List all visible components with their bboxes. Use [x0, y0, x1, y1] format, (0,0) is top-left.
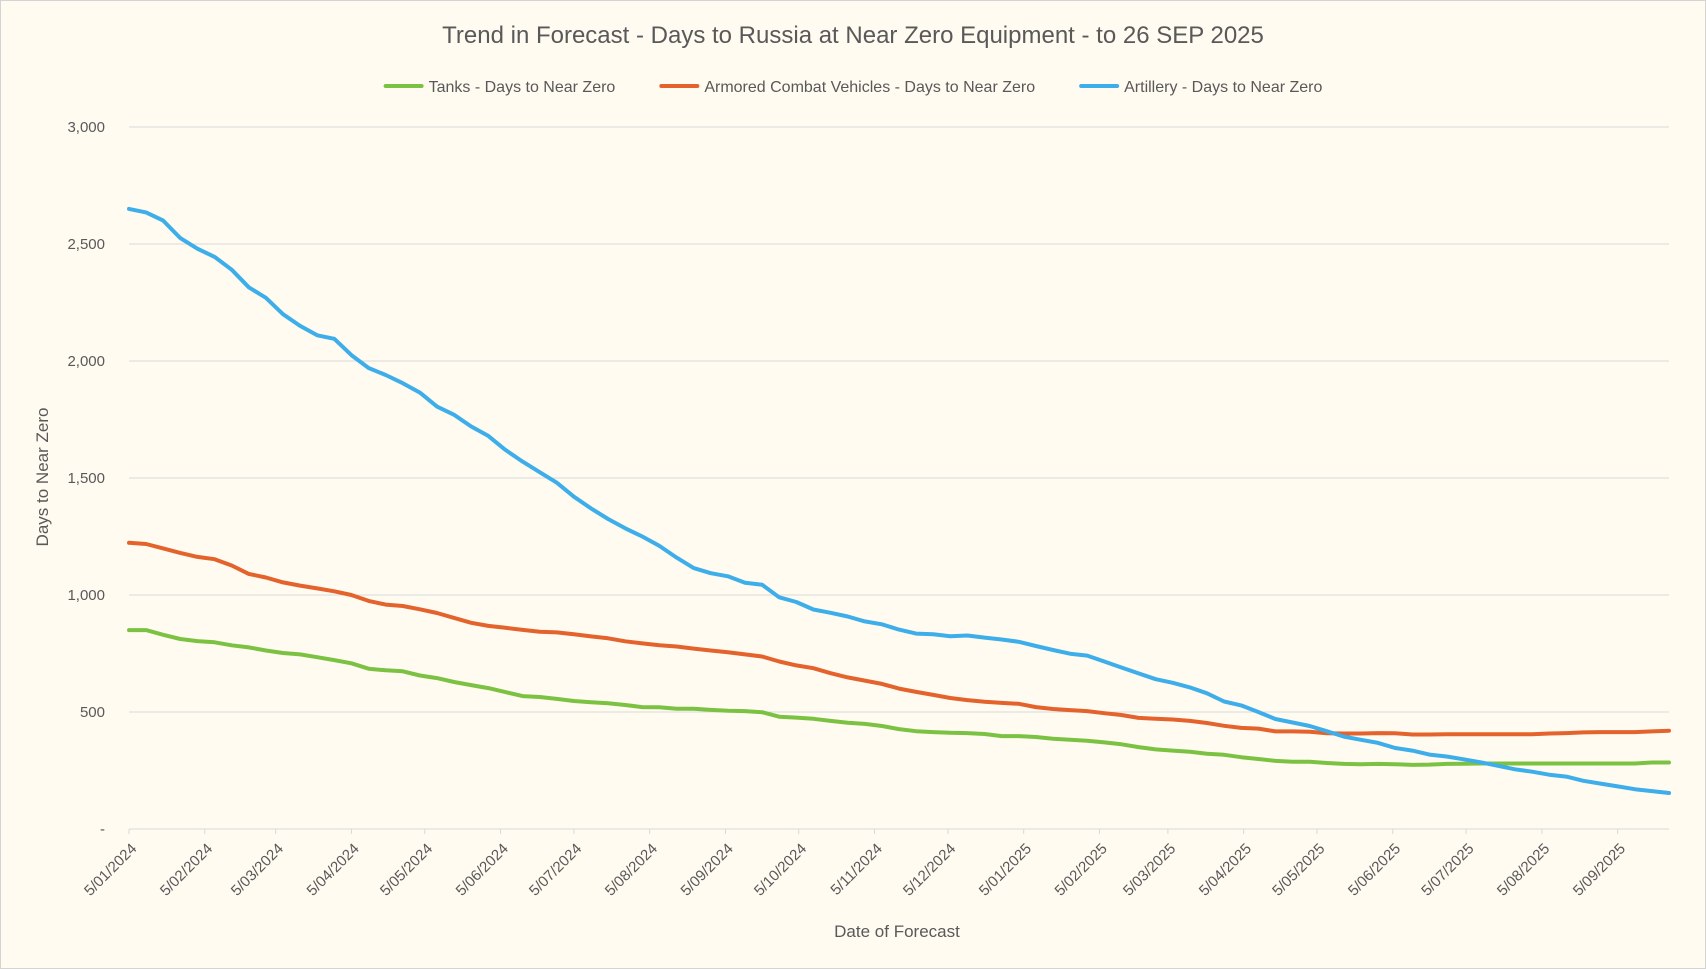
y-axis-label: Days to Near Zero: [33, 408, 52, 547]
y-tick-label: 3,000: [67, 119, 105, 136]
legend-item-armored-combat-vehicles-days-to-near-zero: Armored Combat Vehicles - Days to Near Z…: [659, 79, 1035, 96]
y-axis-ticks: - 500 1,000 1,500 2,000 2,500 3,000: [67, 119, 105, 838]
x-tick-label: 5/09/2025: [1570, 840, 1629, 899]
x-tick-label: 5/06/2025: [1345, 840, 1404, 899]
x-tick-label: 5/05/2024: [377, 840, 436, 899]
x-tick-label: 5/03/2025: [1120, 840, 1179, 899]
x-tick-label: 5/02/2025: [1052, 840, 1111, 899]
x-tick-label: 5/09/2024: [678, 840, 737, 899]
chart-title: Trend in Forecast - Days to Russia at Ne…: [442, 22, 1264, 49]
legend-label: Artillery - Days to Near Zero: [1124, 79, 1322, 96]
y-tick-label: 2,000: [67, 353, 105, 370]
x-tick-label: 5/02/2024: [157, 840, 216, 899]
x-tick-label: 5/01/2024: [81, 840, 140, 899]
x-tick-label: 5/06/2024: [453, 840, 512, 899]
y-tick-label: 500: [80, 704, 105, 721]
x-tick-label: 5/07/2025: [1418, 840, 1477, 899]
legend-item-tanks-days-to-near-zero: Tanks - Days to Near Zero: [383, 79, 616, 96]
series-line-artillery-days-to-near-zero: [127, 206, 1671, 795]
y-tick-label: 2,500: [67, 236, 105, 253]
gridlines: [129, 126, 1669, 830]
x-axis-label: Date of Forecast: [834, 922, 960, 941]
x-tick-label: 5/05/2025: [1269, 840, 1328, 899]
series-line-tanks-days-to-near-zero: [127, 628, 1671, 767]
x-tick-label: 5/03/2024: [228, 840, 287, 899]
x-axis-ticks: 5/01/2024 5/02/2024 5/03/2024 5/04/2024 5/05…: [81, 829, 1629, 900]
x-tick-label: 5/07/2024: [526, 840, 585, 899]
x-tick-label: 5/08/2025: [1494, 840, 1553, 899]
legend-item-artillery-days-to-near-zero: Artillery - Days to Near Zero: [1079, 79, 1323, 96]
legend-label: Tanks - Days to Near Zero: [429, 79, 616, 96]
y-tick-label: -: [100, 821, 105, 838]
x-tick-label: 5/04/2024: [304, 840, 363, 899]
x-tick-label: 5/10/2024: [751, 840, 810, 899]
x-tick-label: 5/08/2024: [602, 840, 661, 899]
legend-label: Armored Combat Vehicles - Days to Near Z…: [704, 79, 1035, 96]
x-tick-label: 5/04/2025: [1196, 840, 1255, 899]
y-tick-label: 1,000: [67, 587, 105, 604]
x-tick-label: 5/01/2025: [976, 840, 1035, 899]
x-tick-label: 5/11/2024: [827, 840, 885, 898]
y-tick-label: 1,500: [67, 470, 105, 487]
legend: Tanks - Days to Near Zero Armored Combat …: [383, 79, 1323, 96]
x-tick-label: 5/12/2024: [900, 840, 959, 899]
series-lines: [127, 206, 1671, 795]
series-line-armored-combat-vehicles-days-to-near-zero: [127, 540, 1671, 737]
